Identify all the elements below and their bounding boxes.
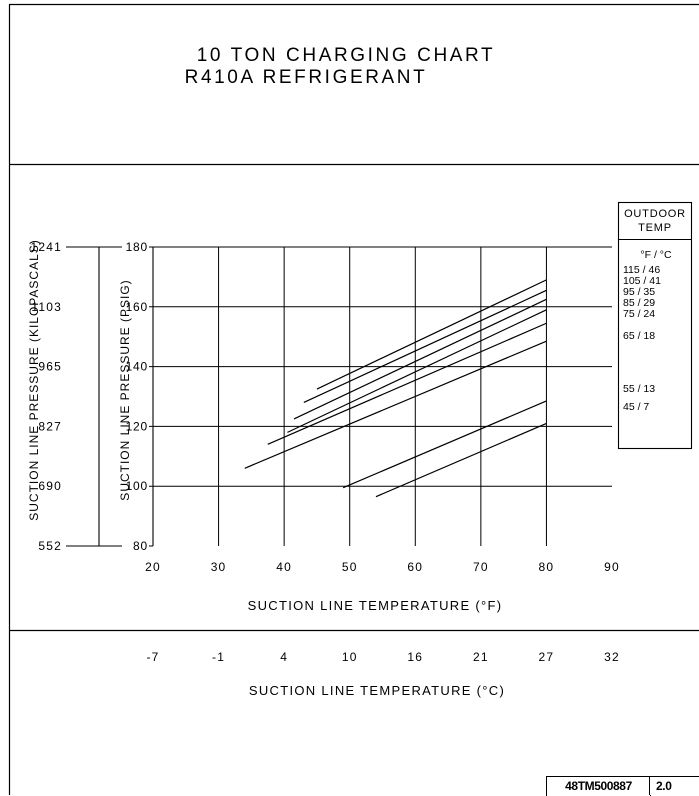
y-tick-kpa-label-690: 690: [38, 479, 62, 493]
x-tick-label-90: 90: [604, 560, 620, 574]
x-tick-celsius-label-3: 10: [342, 650, 358, 664]
x-axis-celsius-ticks: -7 -1 4 10 16 21 27 32: [146, 650, 620, 664]
legend-units: °F / °C: [640, 249, 672, 261]
document-number: 48TM500887: [546, 776, 651, 796]
y-tick-label-140: 140: [126, 360, 148, 374]
series-line-5: [244, 340, 547, 469]
y-tick-kpa-label-827: 827: [38, 419, 62, 433]
x-tick-celsius-label-6: 27: [539, 650, 555, 664]
series-line-6: [342, 400, 547, 489]
x-tick-label-20: 20: [145, 560, 161, 574]
legend-entry-5: 65 / 18: [623, 330, 655, 342]
x-tick-label-40: 40: [276, 560, 292, 574]
document-revision: 2.0: [649, 776, 699, 795]
x-tick-celsius-label-4: 16: [407, 650, 423, 664]
y-tick-label-80: 80: [133, 539, 148, 553]
legend-entry-0: 115 / 46: [623, 264, 660, 276]
x-tick-label-50: 50: [342, 560, 358, 574]
y-tick-label-100: 100: [126, 479, 148, 493]
x-tick-celsius-label-0: -7: [146, 650, 159, 664]
series-lines: [244, 279, 547, 498]
y-axis-label-kpa: SUCTION LINE PRESSURE (KILOPASCALS): [27, 239, 41, 521]
series-line-4: [267, 322, 547, 445]
legend-entry-7: 45 / 7: [623, 401, 649, 413]
y-tick-label-180: 180: [126, 240, 148, 254]
x-tick-celsius-label-2: 4: [280, 650, 288, 664]
series-line-0: [316, 279, 547, 390]
x-tick-celsius-label-7: 32: [604, 650, 620, 664]
legend-entry-4: 75 / 24: [623, 308, 655, 320]
x-tick-label-80: 80: [539, 560, 555, 574]
y-tick-kpa-label-1241: 1241: [31, 240, 63, 254]
y-tick-label-120: 120: [126, 419, 148, 433]
x-axis-label-celsius: SUCTION LINE TEMPERATURE (°C): [249, 683, 505, 698]
x-axis-label: SUCTION LINE TEMPERATURE (°F): [248, 598, 503, 613]
y-axis-kpa-ticks: 552 690 827 965 1103 1241: [31, 240, 63, 553]
legend-box: [617, 201, 693, 450]
series-line-3: [287, 309, 547, 433]
y-tick-kpa-label-1103: 1103: [31, 300, 62, 314]
legend-entry-1: 105 / 41: [623, 275, 661, 287]
legend-title-line2: TEMP: [638, 222, 672, 234]
chart-subtitle: R410A REFRIGERANT: [184, 67, 428, 88]
x-tick-celsius-label-5: 21: [473, 650, 489, 664]
y-tick-kpa-label-965: 965: [38, 360, 62, 374]
legend-entry-6: 55 / 13: [623, 383, 655, 395]
x-tick-label-30: 30: [211, 560, 227, 574]
legend-entry-2: 95 / 35: [623, 286, 655, 298]
legend-title-line1: OUTDOOR: [624, 208, 686, 220]
y-axis-label-psig: SUCTION LINE PRESSURE (PSIG): [118, 279, 132, 500]
x-tick-label-60: 60: [407, 560, 423, 574]
y-tick-label-160: 160: [126, 300, 148, 314]
series-line-1: [303, 289, 547, 404]
plot-area: [66, 246, 612, 547]
series-line-2: [293, 298, 547, 420]
series-line-7: [375, 422, 547, 498]
chart-title: 10 TON CHARGING CHART: [196, 45, 496, 66]
legend-entry-3: 85 / 29: [623, 297, 655, 309]
y-tick-kpa-label-552: 552: [38, 539, 62, 553]
x-axis-ticks: 20 30 40 50 60 70 80 90: [145, 560, 620, 574]
y-axis-psig-ticks: 80 100 120 140 160 180: [126, 240, 148, 553]
x-tick-label-70: 70: [473, 560, 489, 574]
x-tick-celsius-label-1: -1: [212, 650, 225, 664]
